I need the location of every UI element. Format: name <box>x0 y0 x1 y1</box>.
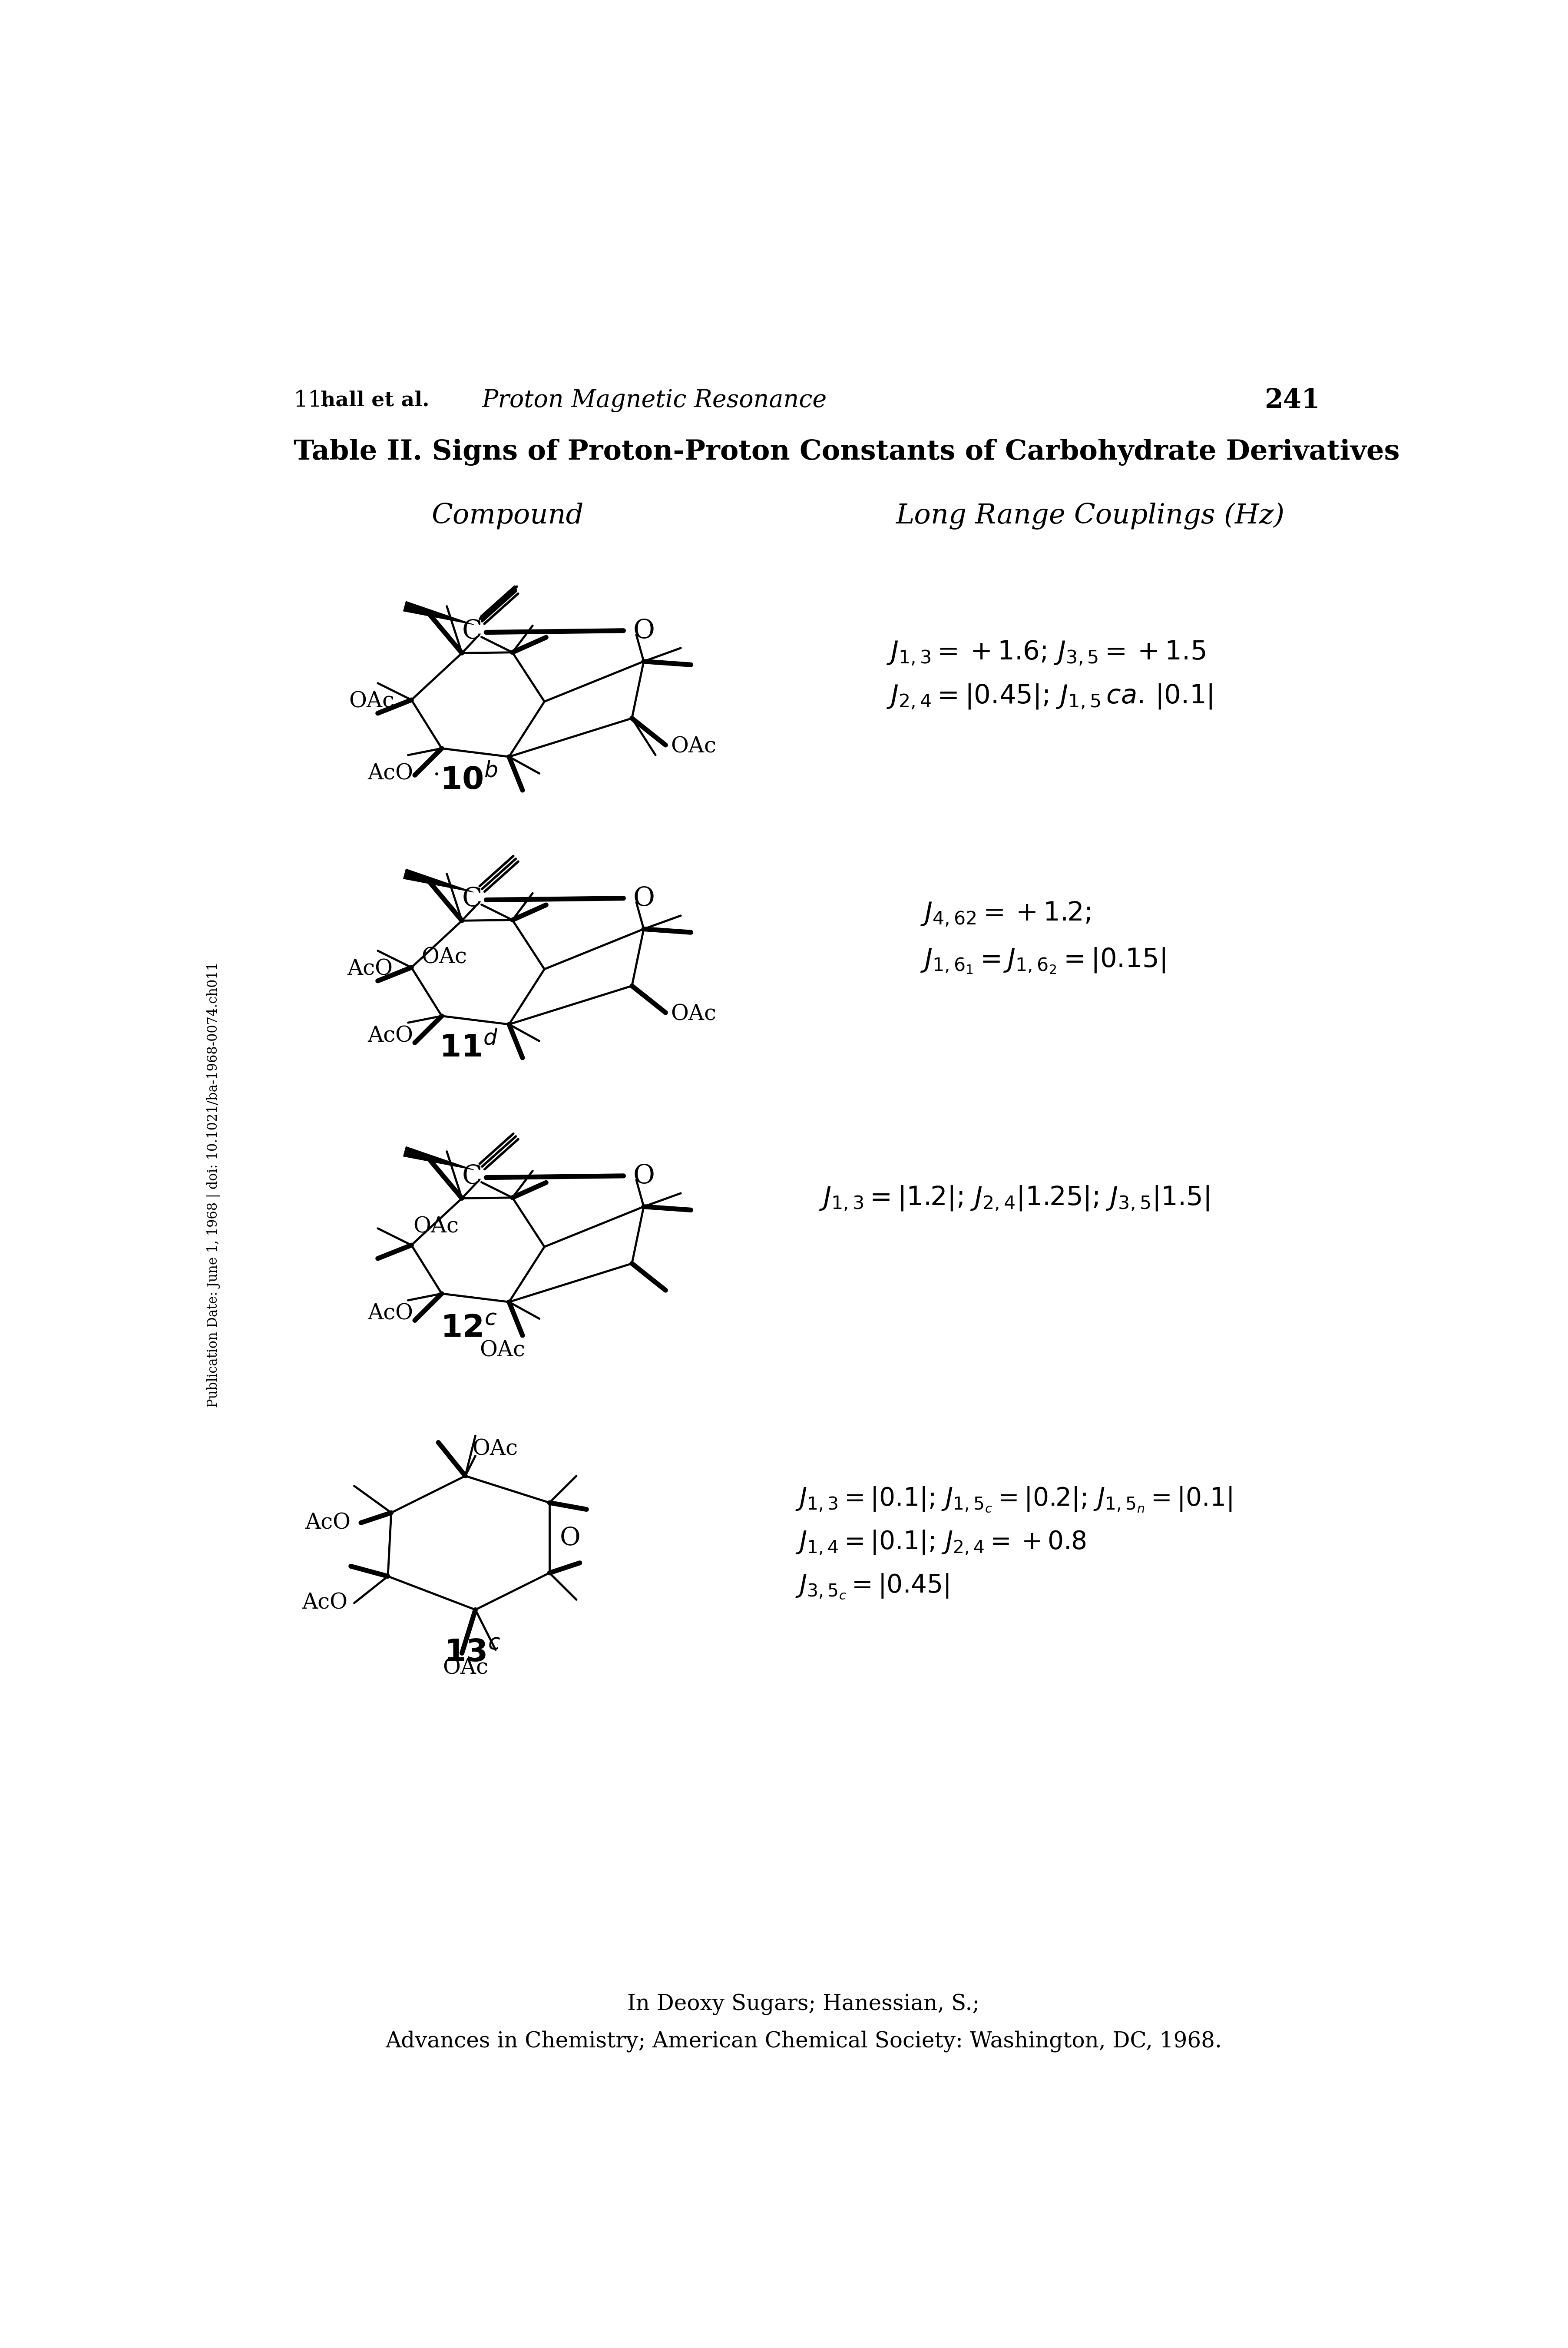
Text: AcO: AcO <box>367 763 412 784</box>
Text: $\mathbf{10}^b$: $\mathbf{10}^b$ <box>439 765 497 796</box>
Text: Publication Date: June 1, 1968 | doi: 10.1021/ba-1968-0074.ch011: Publication Date: June 1, 1968 | doi: 10… <box>207 963 221 1406</box>
Text: $J_{4,62} = +1.2;$: $J_{4,62} = +1.2;$ <box>920 899 1090 927</box>
Text: $J_{1,3} = |0.1|;\,J_{1,5_c} = |0.2|;\,J_{1,5_n}= |0.1|$: $J_{1,3} = |0.1|;\,J_{1,5_c} = |0.2|;\,J… <box>795 1486 1232 1514</box>
Text: OAc: OAc <box>671 1003 717 1026</box>
Text: $J_{1,6_1} = J_{1,6_2} = |0.15|$: $J_{1,6_1} = J_{1,6_2} = |0.15|$ <box>920 946 1165 974</box>
Text: hall et al.: hall et al. <box>320 390 430 411</box>
Text: AcO: AcO <box>306 1512 351 1533</box>
Text: OAc: OAc <box>472 1439 517 1460</box>
Text: 11.: 11. <box>293 390 331 411</box>
Polygon shape <box>403 869 474 892</box>
Text: $\mathbf{13}^c$: $\mathbf{13}^c$ <box>444 1639 500 1669</box>
Text: Long Range Couplings (Hz): Long Range Couplings (Hz) <box>897 502 1284 528</box>
Text: OAc: OAc <box>671 735 717 758</box>
Text: $J_{1,3} = |1.2|;\,J_{2,4}|1.25|;\,J_{3,5}|1.5|$: $J_{1,3} = |1.2|;\,J_{2,4}|1.25|;\,J_{3,… <box>818 1183 1209 1212</box>
Text: O: O <box>560 1526 580 1550</box>
Text: AcO: AcO <box>303 1592 348 1613</box>
Text: C: C <box>463 618 483 643</box>
Text: $\mathbf{12}^c$: $\mathbf{12}^c$ <box>441 1313 497 1343</box>
Text: $J_{1,4} = |0.1|;\,J_{2,4} = +0.8$: $J_{1,4} = |0.1|;\,J_{2,4} = +0.8$ <box>795 1529 1087 1557</box>
Text: 241: 241 <box>1265 387 1320 413</box>
Text: Advances in Chemistry; American Chemical Society: Washington, DC, 1968.: Advances in Chemistry; American Chemical… <box>386 2031 1221 2052</box>
Text: OAc: OAc <box>422 946 467 967</box>
Text: AcO: AcO <box>367 1303 412 1324</box>
Text: Compound: Compound <box>431 502 583 528</box>
Text: O: O <box>633 885 655 911</box>
Text: Table II. Signs of Proton-Proton Constants of Carbohydrate Derivatives: Table II. Signs of Proton-Proton Constan… <box>293 439 1400 465</box>
Text: C: C <box>463 885 483 911</box>
Polygon shape <box>403 601 474 625</box>
Text: Proton Magnetic Resonance: Proton Magnetic Resonance <box>481 390 826 413</box>
Text: O: O <box>633 1162 655 1188</box>
Text: C: C <box>463 1165 483 1190</box>
Text: $J_{3,5_c} = |0.45|$: $J_{3,5_c} = |0.45|$ <box>795 1573 949 1601</box>
Text: AcO: AcO <box>348 958 394 979</box>
Text: $J_{2,4} = |0.45|;\,J_{1,5}\,ca.\,|0.1|$: $J_{2,4} = |0.45|;\,J_{1,5}\,ca.\,|0.1|$ <box>886 683 1212 711</box>
Text: O: O <box>633 618 655 643</box>
Text: $\mathbf{11}^d$: $\mathbf{11}^d$ <box>439 1033 499 1064</box>
Text: OAc: OAc <box>350 690 395 711</box>
Text: OAc: OAc <box>480 1341 525 1362</box>
Text: OAc: OAc <box>442 1658 488 1679</box>
Text: AcO: AcO <box>367 1026 412 1047</box>
Text: $J_{1,3} = +1.6;\,J_{3,5} = +1.5$: $J_{1,3} = +1.6;\,J_{3,5} = +1.5$ <box>886 639 1206 667</box>
Text: OAc: OAc <box>412 1216 458 1237</box>
Polygon shape <box>403 1146 474 1169</box>
Text: In Deoxy Sugars; Hanessian, S.;: In Deoxy Sugars; Hanessian, S.; <box>627 1993 980 2015</box>
